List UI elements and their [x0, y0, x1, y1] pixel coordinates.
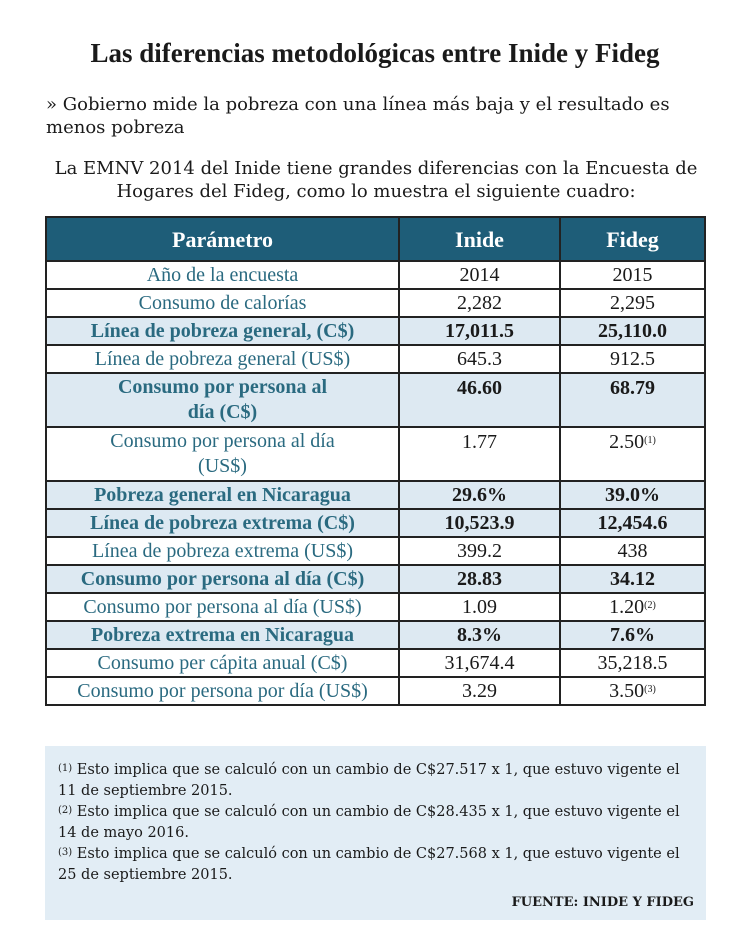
table-row: Línea de pobreza extrema (US$) 399.2 438	[45, 536, 706, 566]
param-cell: Consumo por persona por día (US$)	[45, 676, 400, 706]
table-row: Pobreza extrema en Nicaragua 8.3% 7.6%	[45, 620, 706, 650]
param-cell: Consumo por persona al día (US$)	[45, 426, 400, 482]
param-cell: Consumo por persona al día (C$)	[45, 372, 400, 428]
fideg-value: 39.0%	[605, 483, 660, 506]
footnote-mark: (3)	[58, 847, 73, 858]
table-row: Consumo de calorías 2,282 2,295	[45, 288, 706, 318]
fideg-cell: 3.50(3)	[559, 676, 706, 706]
table-row: Año de la encuesta 2014 2015	[45, 260, 706, 290]
header-inide: Inide	[398, 216, 561, 262]
footnote-mark: (3)	[644, 683, 656, 695]
inide-cell: 1.09	[398, 592, 561, 622]
inide-cell: 10,523.9	[398, 508, 561, 538]
param-cell: Pobreza extrema en Nicaragua	[45, 620, 400, 650]
fideg-cell: 2.50(1)	[559, 426, 706, 482]
inide-cell: 31,674.4	[398, 648, 561, 678]
inide-cell: 399.2	[398, 536, 561, 566]
fideg-value: 7.6%	[610, 623, 655, 646]
table-header: Parámetro Inide Fideg	[45, 216, 706, 262]
footnotes: (1) Esto implica que se calculó con un c…	[45, 746, 706, 920]
table-row: Pobreza general en Nicaragua 29.6% 39.0%	[45, 480, 706, 510]
footnote-text: Esto implica que se calculó con un cambi…	[58, 762, 680, 799]
param-cell: Consumo por persona al día (C$)	[45, 564, 400, 594]
table-row: Consumo por persona al día (US$) 1.09 1.20…	[45, 592, 706, 622]
fideg-value: 3.50	[609, 679, 645, 702]
inide-cell: 8.3%	[398, 620, 561, 650]
param-cell: Línea de pobreza extrema (US$)	[45, 536, 400, 566]
comparison-table: Parámetro Inide Fideg Año de la encuesta…	[45, 216, 706, 706]
fideg-value: 2.50	[609, 431, 645, 453]
table-row: Línea de pobreza general (US$) 645.3 912.5	[45, 344, 706, 374]
fideg-cell: 25,110.0	[559, 316, 706, 346]
table-row: Consumo por persona al día (US$) 1.77 2.50…	[45, 426, 706, 482]
inide-cell: 46.60	[398, 372, 561, 428]
table-row: Línea de pobreza general, (C$) 17,011.5 25…	[45, 316, 706, 346]
footnote-mark: (1)	[58, 763, 73, 774]
fideg-value: 12,454.6	[597, 511, 668, 534]
footnote-mark: (2)	[58, 805, 73, 816]
footnote-mark: (1)	[644, 435, 656, 446]
intro-text: La EMNV 2014 del Inide tiene grandes dif…	[54, 158, 698, 202]
param-cell: Consumo por persona al día (US$)	[45, 592, 400, 622]
fideg-cell: 34.12	[559, 564, 706, 594]
table-row: Consumo por persona por día (US$) 3.29 3.5…	[45, 676, 706, 706]
inide-cell: 28.83	[398, 564, 561, 594]
param-cell: Consumo per cápita anual (C$)	[45, 648, 400, 678]
inide-cell: 2014	[398, 260, 561, 290]
inide-cell: 2,282	[398, 288, 561, 318]
param-cell: Línea de pobreza general (US$)	[45, 344, 400, 374]
fideg-cell: 2,295	[559, 288, 706, 318]
fideg-value: 25,110.0	[598, 319, 667, 342]
table-row: Línea de pobreza extrema (C$) 10,523.9 12,…	[45, 508, 706, 538]
fideg-value: 68.79	[610, 377, 655, 399]
inide-cell: 3.29	[398, 676, 561, 706]
fideg-value: 35,218.5	[597, 651, 668, 674]
header-parametro: Parámetro	[45, 216, 400, 262]
fideg-cell: 912.5	[559, 344, 706, 374]
table-row: Consumo por persona al día (C$) 28.83 34.1…	[45, 564, 706, 594]
fideg-value: 2,295	[610, 291, 655, 314]
param-cell: Consumo de calorías	[45, 288, 400, 318]
param-cell: Línea de pobreza general, (C$)	[45, 316, 400, 346]
footnote: (2) Esto implica que se calculó con un c…	[58, 802, 694, 844]
fideg-value: 1.20	[609, 595, 645, 618]
subtitle: » Gobierno mide la pobreza con una línea…	[46, 94, 670, 138]
footnote: (3) Esto implica que se calculó con un c…	[58, 844, 694, 886]
table-row: Consumo por persona al día (C$) 46.60 68.7…	[45, 372, 706, 428]
inide-cell: 17,011.5	[398, 316, 561, 346]
fideg-cell: 2015	[559, 260, 706, 290]
fideg-value: 912.5	[610, 347, 655, 370]
fideg-value: 438	[617, 539, 648, 562]
fideg-cell: 12,454.6	[559, 508, 706, 538]
param-cell: Pobreza general en Nicaragua	[45, 480, 400, 510]
param-cell: Línea de pobreza extrema (C$)	[45, 508, 400, 538]
table-row: Consumo per cápita anual (C$) 31,674.4 35,…	[45, 648, 706, 678]
fideg-cell: 35,218.5	[559, 648, 706, 678]
inide-cell: 29.6%	[398, 480, 561, 510]
footnote: (1) Esto implica que se calculó con un c…	[58, 760, 694, 802]
page-title: Las diferencias metodológicas entre Inid…	[90, 38, 660, 68]
fideg-cell: 39.0%	[559, 480, 706, 510]
fideg-value: 2015	[612, 263, 653, 286]
header-fideg: Fideg	[559, 216, 706, 262]
param-cell: Año de la encuesta	[45, 260, 400, 290]
fideg-cell: 1.20(2)	[559, 592, 706, 622]
inide-cell: 645.3	[398, 344, 561, 374]
fideg-cell: 438	[559, 536, 706, 566]
source: FUENTE: INIDE Y FIDEG	[511, 895, 694, 910]
footnote-mark: (2)	[644, 599, 656, 611]
footnote-text: Esto implica que se calculó con un cambi…	[58, 846, 680, 883]
fideg-cell: 7.6%	[559, 620, 706, 650]
fideg-value: 34.12	[610, 567, 655, 590]
footnote-text: Esto implica que se calculó con un cambi…	[58, 804, 680, 841]
fideg-cell: 68.79	[559, 372, 706, 428]
inide-cell: 1.77	[398, 426, 561, 482]
